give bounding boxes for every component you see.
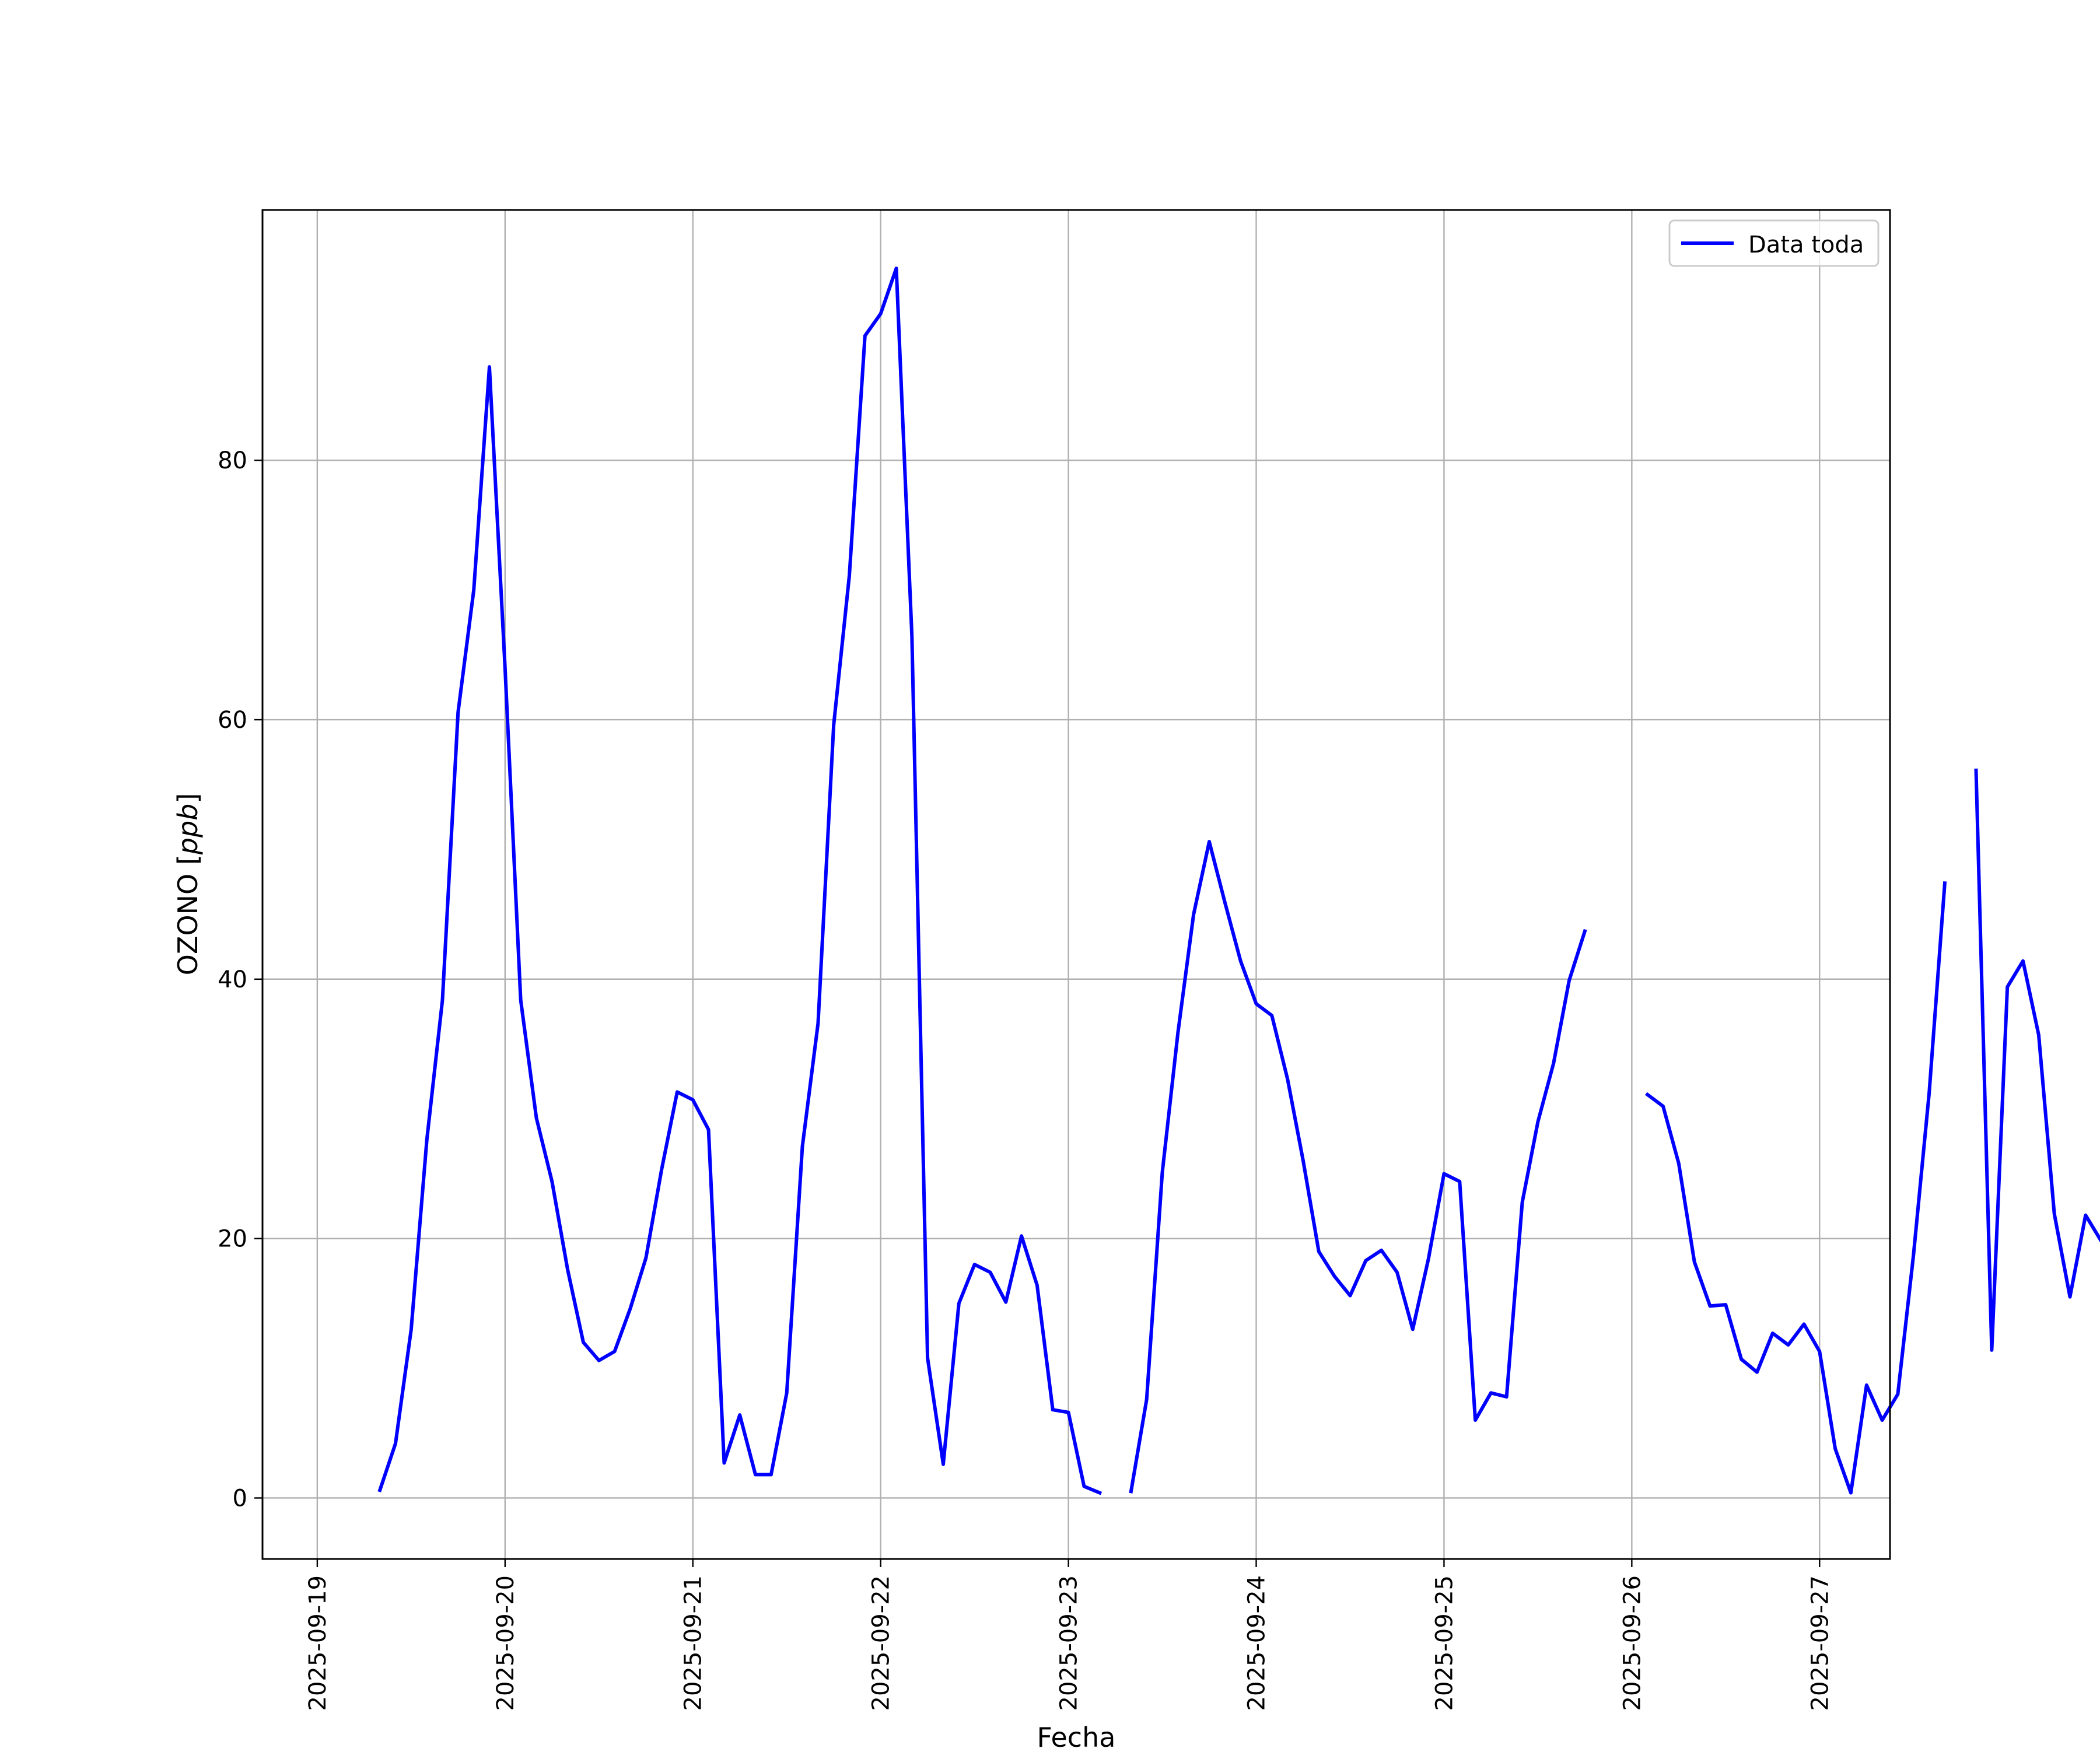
- y-tick-label: 80: [218, 447, 247, 474]
- x-tick-label: 2025-09-21: [680, 1575, 707, 1711]
- x-tick-label: 2025-09-19: [304, 1575, 331, 1711]
- y-axis-label-unit: ppb: [172, 804, 204, 856]
- x-tick-label: 2025-09-23: [1056, 1575, 1083, 1711]
- x-tick-label: 2025-09-24: [1244, 1575, 1270, 1711]
- legend: Data toda: [1670, 220, 1878, 266]
- x-tick-label: 2025-09-26: [1619, 1575, 1646, 1711]
- y-tick-label: 0: [233, 1485, 247, 1512]
- y-axis-label: OZONO [ppb]: [172, 793, 204, 976]
- y-tick-label: 20: [218, 1226, 247, 1253]
- x-tick-label: 2025-09-25: [1431, 1575, 1458, 1711]
- y-axis-label-main: OZONO: [172, 865, 204, 975]
- y-tick-label: 60: [218, 707, 247, 734]
- x-tick-label: 2025-09-22: [868, 1575, 895, 1711]
- legend-label: Data toda: [1748, 232, 1864, 258]
- x-tick-label: 2025-09-20: [492, 1575, 519, 1711]
- x-axis-label: Fecha: [1037, 1722, 1116, 1750]
- y-tick-label: 40: [218, 966, 247, 993]
- x-tick-label: 2025-09-27: [1807, 1575, 1833, 1711]
